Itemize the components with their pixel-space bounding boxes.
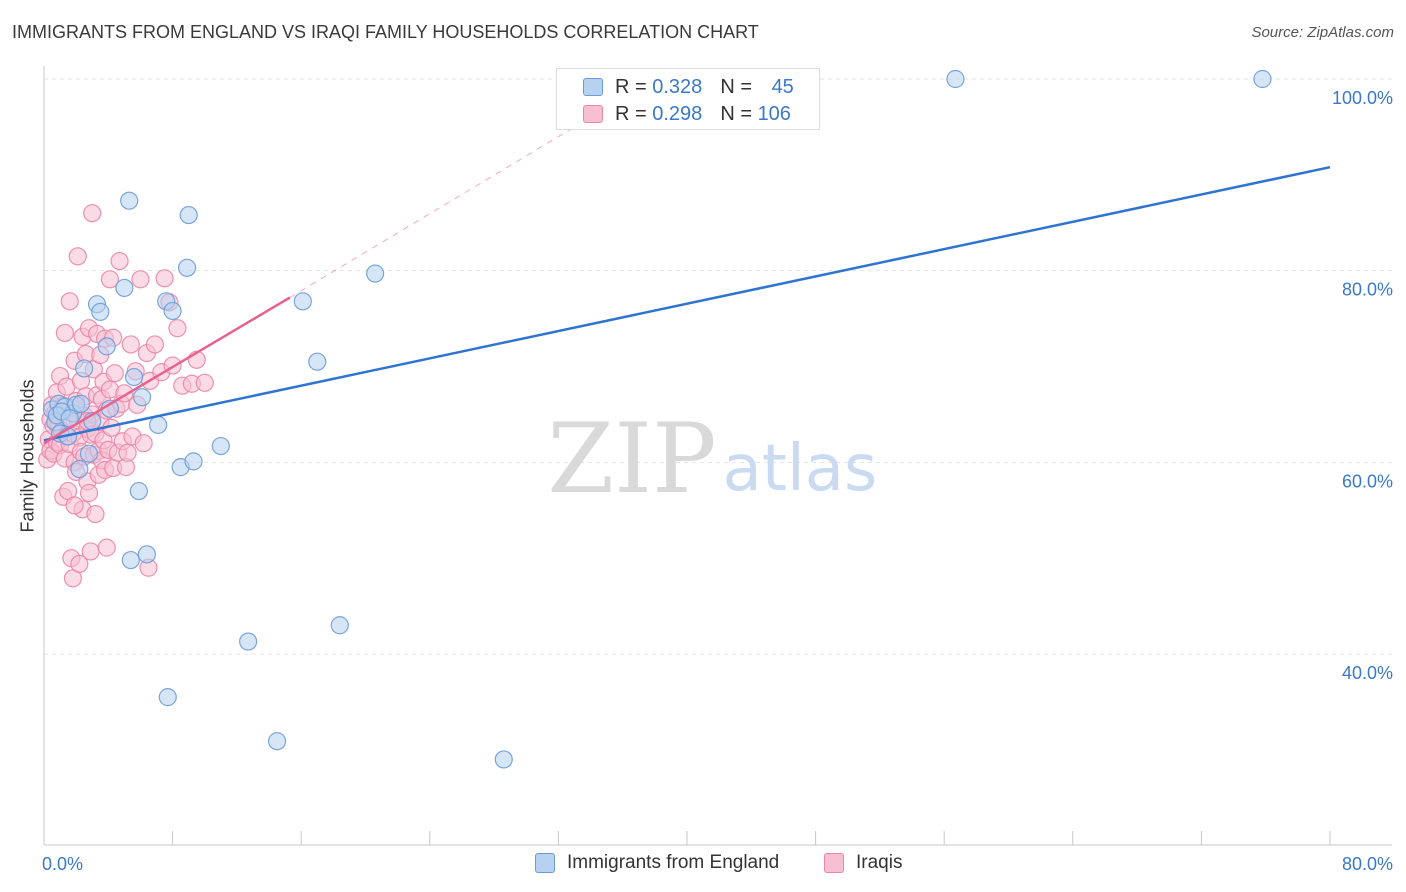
england-point	[120, 191, 139, 210]
england-point	[79, 444, 99, 463]
iraqis-point	[118, 443, 137, 462]
r-value-england: 0.328	[652, 75, 703, 98]
iraqis-point	[121, 335, 140, 354]
england-legend-swatch	[535, 853, 555, 873]
source-credit: Source: ZipAtlas.com	[1251, 24, 1394, 41]
y-tick-label: 80.0%	[1342, 280, 1393, 300]
iraqis-point	[55, 323, 74, 343]
iraqis-point	[168, 319, 187, 338]
stats-text-england: R = 0.328 N = 45	[615, 76, 794, 99]
iraqis-point	[79, 483, 99, 503]
x-tick-label-min: 0.0%	[42, 854, 83, 874]
y-tick-label: 100.0%	[1332, 88, 1393, 108]
x-tick-label-max: 80.0%	[1342, 854, 1393, 874]
iraqis-trend-extension	[289, 116, 591, 298]
iraqis-point	[81, 542, 100, 561]
england-point	[179, 205, 198, 225]
iraqis-point	[105, 364, 124, 383]
watermark-zip: ZIP	[547, 403, 716, 515]
legend-item-england[interactable]: Immigrants from England	[535, 852, 779, 874]
england-point	[121, 550, 140, 570]
england-point	[184, 452, 203, 471]
england-point	[946, 69, 965, 89]
iraqis-point	[65, 496, 84, 515]
england-point	[293, 292, 312, 311]
iraqis-point	[97, 538, 116, 557]
england-point	[158, 688, 177, 707]
stats-row-iraqis: R = 0.298 N = 106	[557, 100, 819, 128]
iraqis-point	[68, 247, 87, 266]
england-point	[330, 616, 349, 635]
tick-labels: 40.0% 60.0% 80.0% 100.0% 0.0% 80.0%	[42, 88, 1393, 874]
england-point	[1253, 69, 1272, 89]
chart-title: IMMIGRANTS FROM ENGLAND VS IRAQI FAMILY …	[12, 22, 759, 42]
iraqis-point	[145, 335, 165, 354]
watermark: ZIP atlas	[547, 403, 877, 515]
england-point	[115, 278, 134, 298]
england-point	[70, 459, 89, 479]
iraqis-point	[60, 292, 79, 311]
points-layer	[38, 69, 1272, 769]
series-legend: Immigrants from England Iraqis	[0, 852, 1406, 878]
iraqis-point	[70, 554, 89, 574]
iraqis-point	[86, 504, 105, 524]
iraqis-point	[131, 270, 150, 289]
iraqis-trend-line	[43, 296, 291, 445]
stats-legend: R = 0.328 N = 45 R = 0.298 N = 106	[556, 68, 820, 130]
axis-layer	[43, 66, 1392, 846]
r-label: R =	[615, 102, 653, 125]
england-point	[137, 545, 156, 564]
iraqis-swatch	[583, 105, 603, 123]
england-point	[97, 337, 116, 356]
n-value-england: 45	[771, 75, 794, 98]
england-point	[132, 388, 152, 407]
iraqis-point	[110, 251, 129, 271]
england-point	[494, 750, 513, 769]
england-point	[239, 632, 258, 651]
iraqis-point	[134, 434, 153, 453]
legend-label-england: Immigrants from England	[567, 852, 780, 873]
iraqis-point	[83, 204, 102, 223]
y-tick-label: 40.0%	[1342, 663, 1393, 683]
england-point	[267, 732, 287, 751]
n-label: N =	[720, 75, 758, 98]
legend-label-iraqis: Iraqis	[856, 852, 903, 873]
england-point	[91, 302, 110, 321]
england-point	[308, 352, 327, 371]
england-swatch	[583, 78, 603, 96]
england-point	[163, 301, 182, 321]
england-point	[366, 264, 385, 283]
england-trend-line	[43, 165, 1331, 442]
r-value-iraqis: 0.298	[652, 102, 703, 125]
grid-layer	[44, 78, 1392, 655]
england-point	[177, 258, 197, 277]
england-point	[129, 481, 148, 501]
n-value-iraqis: 106	[757, 102, 791, 125]
trend-layer	[43, 116, 1331, 445]
england-point	[75, 359, 94, 378]
legend-item-iraqis[interactable]: Iraqis	[824, 852, 902, 874]
r-label: R =	[615, 75, 653, 98]
iraqis-point	[100, 270, 120, 289]
iraqis-legend-swatch	[824, 853, 844, 873]
england-point	[149, 415, 168, 435]
watermark-atlas: atlas	[723, 432, 878, 506]
n-label: N =	[720, 102, 758, 125]
england-point	[71, 394, 91, 413]
iraqis-point	[155, 269, 174, 288]
iraqis-point	[195, 373, 214, 392]
y-tick-label: 60.0%	[1342, 471, 1393, 491]
england-point	[124, 367, 144, 387]
stats-row-england: R = 0.328 N = 45	[557, 73, 819, 101]
england-point	[211, 436, 230, 456]
stats-text-iraqis: R = 0.298 N = 106	[615, 103, 791, 126]
